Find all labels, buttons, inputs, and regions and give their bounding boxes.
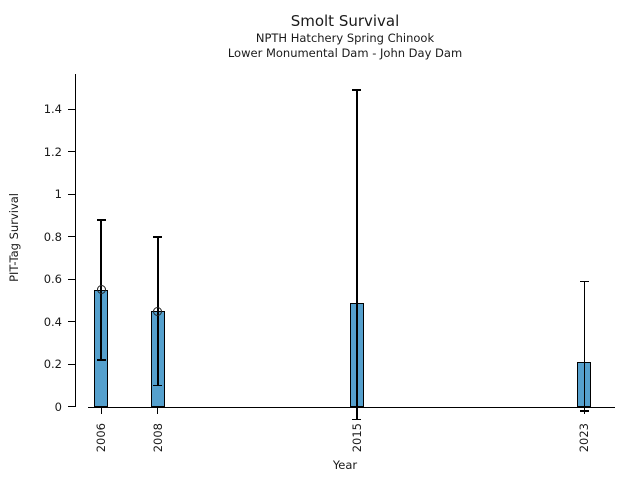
y-tick-label: 1.2 (43, 144, 62, 159)
y-tick (67, 321, 75, 323)
y-axis-spine (74, 74, 76, 407)
error-bar-2023 (583, 281, 586, 411)
y-tick (67, 236, 75, 238)
error-cap-upper-2023 (579, 280, 589, 283)
x-tick (157, 407, 159, 414)
error-cap-lower-2023 (579, 410, 589, 412)
y-tick-label: 0.4 (43, 314, 62, 329)
error-bar-2015 (356, 90, 358, 420)
y-tick (67, 193, 75, 195)
x-tick-label: 2023 (577, 423, 592, 453)
point-marker-2006 (96, 285, 106, 295)
x-tick-label: 2008 (150, 423, 165, 453)
x-axis-line (88, 406, 615, 408)
chart-subtitle-line2: Lower Monumental Dam - John Day Dam (227, 46, 463, 60)
chart-subtitle-line1: NPTH Hatchery Spring Chinook (255, 31, 435, 45)
error-cap-upper-2006 (96, 219, 106, 221)
y-axis-label: PIT-Tag Survival (7, 193, 21, 282)
x-tick-label: 2006 (94, 423, 108, 453)
y-tick (67, 406, 75, 408)
error-cap-lower-2006 (96, 359, 106, 361)
y-tick (67, 151, 75, 153)
x-tick (100, 407, 102, 414)
y-tick (67, 363, 75, 365)
y-tick-label: 0.6 (43, 272, 62, 287)
y-tick-label: 0.2 (43, 357, 62, 372)
error-cap-lower-2008 (153, 384, 163, 387)
x-axis-label: Year (332, 458, 358, 472)
y-tick (67, 278, 75, 280)
y-tick-label: 0 (54, 399, 62, 414)
error-cap-upper-2015 (352, 89, 362, 91)
y-tick-label: 0.8 (43, 229, 62, 244)
y-tick-label: 1 (54, 187, 62, 202)
x-tick-label: 2015 (349, 423, 364, 453)
y-tick (67, 108, 75, 110)
error-cap-lower-2015 (352, 418, 362, 421)
error-cap-upper-2008 (153, 236, 163, 238)
y-tick-label: 1.4 (43, 102, 62, 117)
chart-title: Smolt Survival (290, 12, 400, 30)
point-marker-2008 (153, 306, 163, 316)
